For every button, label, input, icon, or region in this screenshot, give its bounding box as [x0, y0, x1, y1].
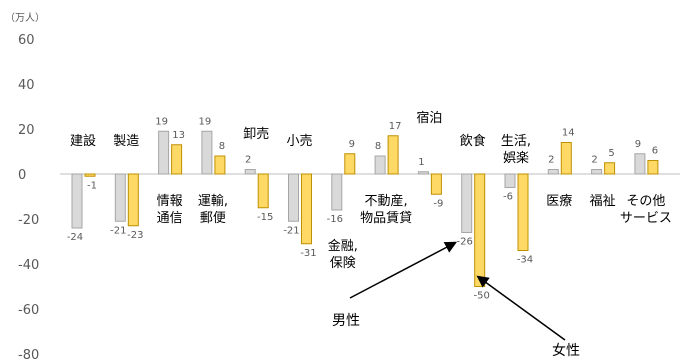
female-bar — [214, 155, 226, 175]
value-label: -15 — [257, 212, 273, 223]
category-label: 宿泊 — [416, 110, 442, 126]
category-label: 建設 — [70, 133, 96, 149]
male-bar — [158, 130, 170, 175]
female-annotation-arrow — [476, 275, 566, 341]
male-annotation-arrow — [349, 241, 458, 299]
category-label: 運輸, — [198, 194, 228, 209]
value-label: 2 — [591, 155, 597, 166]
category-label: 飲食 — [460, 133, 486, 149]
category-label: 製造 — [113, 134, 139, 149]
y-tick-label: -20 — [18, 213, 39, 228]
female-bar — [647, 160, 659, 175]
male-bar — [504, 173, 516, 188]
value-label: -21 — [110, 225, 126, 236]
y-tick-label: 0 — [18, 168, 26, 183]
value-label: 2 — [548, 155, 554, 166]
female-bar — [257, 173, 269, 209]
value-label: 8 — [219, 141, 225, 152]
value-label: -24 — [67, 232, 83, 243]
category-label: 医療 — [546, 194, 572, 209]
male-bar — [244, 169, 256, 175]
value-label: 1 — [418, 157, 424, 168]
category-label: 情報 — [157, 194, 183, 209]
value-label: 13 — [172, 130, 185, 141]
female-bar — [301, 173, 312, 245]
value-label: 19 — [199, 116, 212, 127]
category-label: 物品賃貸 — [360, 210, 412, 226]
category-label: 小売 — [286, 133, 312, 149]
male-bar — [288, 173, 299, 222]
female-bar — [344, 153, 356, 175]
female-bar — [171, 144, 183, 175]
value-label: 6 — [652, 146, 658, 157]
category-label: 保険 — [330, 256, 356, 271]
value-label: 9 — [635, 139, 641, 150]
value-label: -31 — [300, 248, 316, 259]
value-label: -16 — [327, 214, 343, 225]
value-label: -21 — [283, 225, 299, 236]
category-label: 郵便 — [200, 211, 226, 226]
value-label: 14 — [562, 128, 575, 139]
category-label: 生活, — [501, 134, 531, 149]
female-annotation-label: 女性 — [552, 342, 580, 359]
category-label: その他 — [626, 194, 665, 209]
male-bar — [634, 153, 646, 175]
value-label: -26 — [457, 237, 473, 248]
value-label: -1 — [87, 180, 97, 191]
female-bar — [127, 173, 139, 227]
bars-group — [71, 130, 659, 287]
category-label: 通信 — [157, 211, 183, 226]
category-label: サービス — [620, 211, 672, 226]
value-label: 8 — [375, 141, 381, 152]
male-annotation-label: 男性 — [332, 313, 360, 329]
value-label: 19 — [155, 116, 168, 127]
category-label: 娯楽 — [503, 150, 529, 166]
y-tick-label: 60 — [18, 33, 35, 48]
y-tick-label: -60 — [18, 303, 39, 318]
female-bar — [387, 135, 399, 175]
male-bar — [374, 155, 386, 175]
y-tick-label: 40 — [18, 78, 35, 93]
female-bar — [604, 162, 616, 175]
value-label: 5 — [608, 148, 614, 159]
y-tick-label: -40 — [18, 258, 39, 273]
female-bar — [430, 173, 442, 195]
male-bar — [417, 171, 429, 175]
value-label: 17 — [389, 121, 402, 132]
category-label: 不動産, — [365, 193, 408, 209]
female-bar — [474, 173, 486, 287]
male-bar — [331, 173, 343, 211]
male-bar — [591, 169, 603, 175]
value-label: -9 — [433, 198, 443, 209]
female-bar — [84, 173, 96, 177]
value-label: -34 — [517, 255, 533, 266]
male-bar — [461, 173, 473, 233]
y-tick-label: -80 — [18, 348, 39, 360]
y-axis: 60 40 20 0 -20 -40 -60 -80 — [18, 33, 39, 360]
value-label: -6 — [503, 192, 513, 203]
unit-label: （万人） — [5, 12, 45, 24]
y-tick-label: 20 — [18, 123, 35, 138]
category-label: 福祉 — [590, 194, 616, 209]
value-label: -50 — [474, 291, 490, 302]
male-bar — [114, 173, 126, 222]
male-bar — [71, 173, 83, 229]
category-label: 金融, — [328, 238, 358, 254]
male-bar — [201, 130, 213, 175]
female-bar — [517, 173, 529, 251]
value-label: -23 — [127, 230, 143, 241]
male-bar — [547, 169, 559, 175]
value-label: 9 — [349, 139, 355, 150]
value-label: 2 — [245, 155, 251, 166]
category-label: 卸売 — [243, 126, 269, 142]
female-bar — [560, 142, 572, 175]
